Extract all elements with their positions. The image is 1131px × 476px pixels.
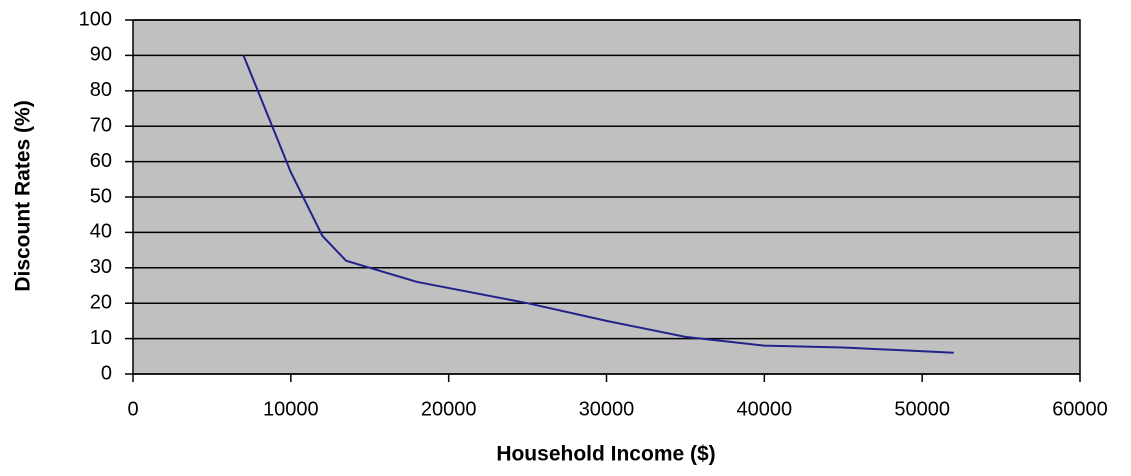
x-tick-label: 20000 [421,398,477,420]
x-tick-label: 30000 [579,398,635,420]
y-tick-label: 20 [90,291,112,313]
x-tick-label: 60000 [1052,398,1108,420]
y-tick-label: 70 [90,114,112,136]
y-tick-label: 30 [90,256,112,278]
y-tick-label: 60 [90,150,112,172]
line [242,55,954,354]
y-tick-label: 50 [90,185,112,207]
y-tick-label: 40 [90,221,112,243]
x-tick-label: 0 [127,398,138,420]
y-axis-title: Discount Rates (%) [12,100,35,291]
x-tick-label: 40000 [737,398,793,420]
y-tick-label: 80 [90,79,112,101]
y-tick-label: 90 [90,44,112,66]
x-tick-label: 10000 [263,398,319,420]
x-tick-label: 50000 [894,398,950,420]
y-tick-label: 0 [101,362,112,384]
x-axis-title: Household Income ($) [496,443,715,466]
y-tick-label: 100 [79,8,112,30]
y-tick-label: 10 [90,327,112,349]
